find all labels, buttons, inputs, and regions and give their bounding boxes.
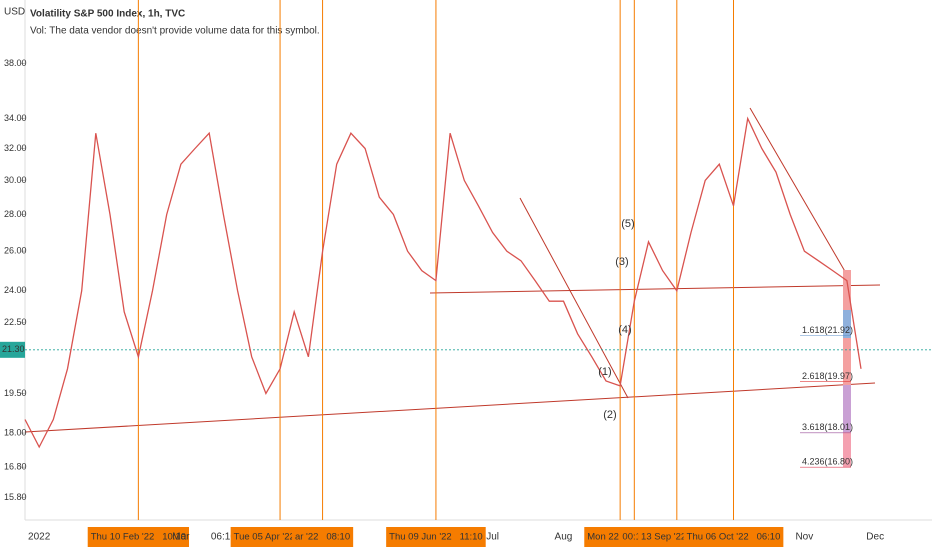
last-price-box xyxy=(0,341,25,358)
y-tick-label: 16.80 xyxy=(4,462,27,472)
wave-label: (1) xyxy=(598,366,611,378)
x-tick-highlight xyxy=(386,527,486,547)
trend-line xyxy=(749,107,851,281)
x-tick-highlight xyxy=(291,527,354,547)
x-tick-highlight xyxy=(683,527,784,547)
fib-zone xyxy=(843,310,851,338)
y-tick-label: 38.00 xyxy=(4,58,27,68)
y-tick-label: 32.00 xyxy=(4,143,27,153)
x-tick-label: Thu 10 Feb '22 10:10 xyxy=(91,532,186,543)
x-tick-label: 00:10 xyxy=(622,532,646,543)
x-tick-label: 13 Sep '22 07:1 xyxy=(641,532,713,543)
x-tick-highlight xyxy=(87,527,190,547)
wave-label: (3) xyxy=(615,256,628,268)
price-line xyxy=(24,116,862,449)
fib-zone xyxy=(843,385,851,432)
y-tick-label: 30.00 xyxy=(4,175,27,185)
trend-line xyxy=(519,197,629,399)
fib-zone xyxy=(843,270,851,310)
chart-subtitle: Vol: The data vendor doesn't provide vol… xyxy=(30,26,320,37)
x-tick-label: Mar xyxy=(172,532,190,543)
x-tick-label: Nov xyxy=(795,532,813,543)
x-tick-label: Jul xyxy=(486,532,499,543)
x-tick-label: Thu 09 Jun '22 11:10 xyxy=(389,532,483,543)
y-tick-label: 18.00 xyxy=(4,427,27,437)
x-tick-label: Tue 05 Apr '22 10:10 xyxy=(234,532,327,543)
fib-zone xyxy=(843,432,851,467)
wave-label: (2) xyxy=(603,409,616,421)
fib-label: 3.618(18.01) xyxy=(802,422,853,432)
fib-label: 2.618(19.97) xyxy=(802,371,853,381)
x-tick-label: 06:10 xyxy=(211,532,236,543)
fib-zone xyxy=(843,338,851,385)
y-tick-label: 26.00 xyxy=(4,246,27,256)
chart-title: Volatility S&P 500 Index, 1h, TVC xyxy=(30,9,185,20)
wave-label: (5) xyxy=(621,218,634,230)
trend-line xyxy=(429,284,881,294)
y-tick-label: 24.00 xyxy=(4,285,27,295)
last-price-label: 21.30 xyxy=(2,344,25,354)
x-tick-label: ar '22 08:10 xyxy=(295,532,350,543)
currency: USD xyxy=(4,7,25,18)
x-tick-label: Thu 06 Oct '22 06:10 xyxy=(687,532,781,543)
y-tick-label: 34.00 xyxy=(4,113,27,123)
x-tick-label: Dec xyxy=(866,532,884,543)
y-tick-label: 19.50 xyxy=(4,388,27,398)
y-tick-label: 15.80 xyxy=(4,492,27,502)
fib-label: 4.236(16.80) xyxy=(802,457,853,467)
y-tick-label: 28.00 xyxy=(4,209,27,219)
x-tick-label: 2022 xyxy=(28,532,51,543)
wave-label: (4) xyxy=(618,324,631,336)
x-tick-label: Aug xyxy=(555,532,573,543)
fib-label: 1.618(21.92) xyxy=(802,325,853,335)
y-tick-label: 22.50 xyxy=(4,317,27,327)
